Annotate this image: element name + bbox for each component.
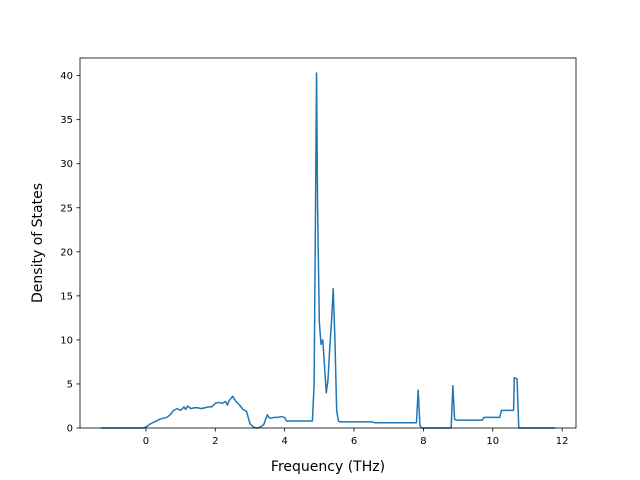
x-tick-label: 4: [281, 436, 287, 447]
y-tick-label: 35: [60, 115, 73, 126]
plot-frame: [79, 57, 577, 429]
x-tick-label: 2: [212, 436, 218, 447]
y-tick-label: 40: [60, 71, 73, 82]
x-axis-label: Frequency (THz): [271, 459, 385, 475]
x-tick-label: 6: [351, 436, 357, 447]
dos-series-line: [100, 72, 556, 429]
x-tick-label: 12: [556, 436, 569, 447]
y-tick-label: 0: [67, 424, 73, 435]
y-tick-label: 5: [67, 379, 73, 390]
y-tick-label: 25: [60, 203, 73, 214]
x-tick-label: 10: [486, 436, 499, 447]
y-axis-label: Density of States: [30, 183, 46, 303]
y-tick-label: 15: [60, 291, 73, 302]
y-tick-label: 20: [60, 247, 73, 258]
y-tick-label: 30: [60, 159, 73, 170]
x-tick-label: 0: [143, 436, 149, 447]
x-tick-label: 8: [420, 436, 426, 447]
ticks-layer: 0 2 4 6 8 10 12 0 5 10 15 20 25 30 35 40: [60, 71, 568, 447]
y-tick-label: 10: [60, 335, 73, 346]
series-layer: [100, 72, 556, 429]
